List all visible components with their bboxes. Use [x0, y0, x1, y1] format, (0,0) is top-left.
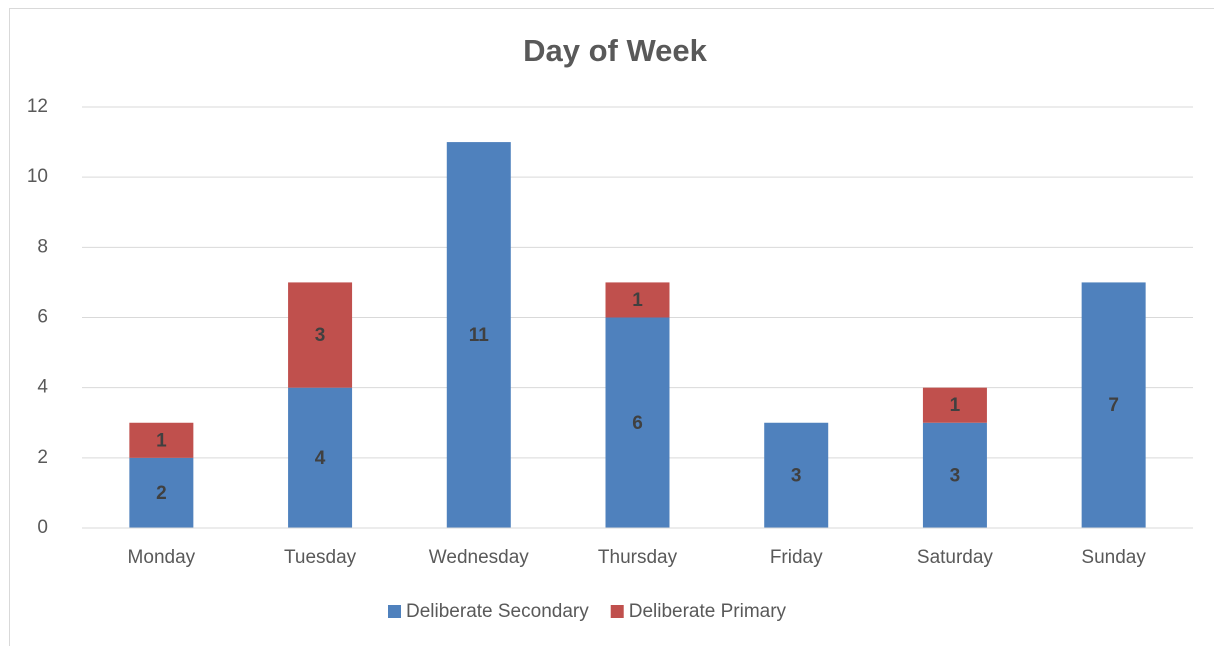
legend-swatch — [610, 605, 624, 618]
data-label: 1 — [156, 430, 167, 451]
bar-segment — [605, 317, 670, 528]
bar-segment — [446, 142, 511, 529]
data-label: 6 — [632, 413, 643, 434]
bar-segment — [129, 422, 194, 458]
chart-title: Day of Week — [523, 33, 708, 68]
data-label: 11 — [469, 325, 490, 346]
legend-label: Deliberate Primary — [629, 601, 787, 622]
y-tick-label: 12 — [27, 96, 48, 117]
x-tick-label: Sunday — [1081, 547, 1146, 568]
data-label: 2 — [156, 483, 167, 504]
bar-segment — [288, 282, 353, 388]
bar-segment — [129, 457, 194, 528]
y-tick-label: 4 — [37, 377, 48, 398]
y-tick-label: 6 — [37, 307, 48, 328]
data-label: 1 — [632, 290, 643, 311]
x-tick-label: Monday — [128, 547, 196, 568]
bar-segment — [922, 422, 987, 528]
x-tick-label: Friday — [770, 547, 823, 568]
y-tick-label: 8 — [37, 236, 48, 257]
x-tick-label: Wednesday — [429, 547, 529, 568]
bar-segment — [922, 387, 987, 423]
x-tick-label: Saturday — [917, 547, 994, 568]
data-label: 4 — [315, 448, 326, 469]
legend-label: Deliberate Secondary — [406, 601, 589, 622]
data-label: 3 — [950, 465, 961, 486]
x-tick-label: Tuesday — [284, 547, 357, 568]
legend-swatch — [388, 605, 401, 618]
data-label: 3 — [791, 465, 802, 486]
bar-segment — [605, 282, 670, 318]
data-label: 1 — [950, 395, 961, 416]
bar-segment — [288, 387, 353, 528]
x-tick-label: Thursday — [598, 547, 678, 568]
bar-segment — [1081, 282, 1146, 528]
data-label: 3 — [315, 325, 326, 346]
chart-frame — [9, 8, 1214, 646]
data-label: 7 — [1108, 395, 1119, 416]
y-tick-label: 10 — [27, 166, 48, 187]
y-tick-label: 0 — [37, 517, 48, 538]
bar-segment — [764, 422, 829, 528]
y-tick-label: 2 — [37, 447, 48, 468]
